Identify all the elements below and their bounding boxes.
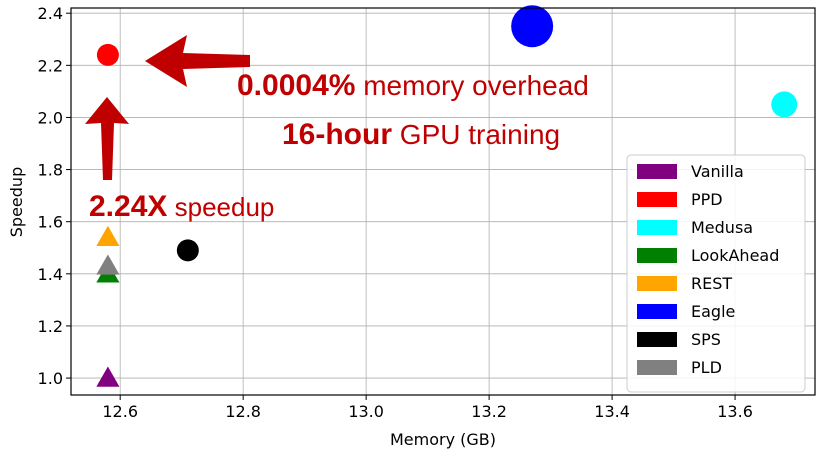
legend-swatch-sps — [637, 332, 677, 347]
x-axis-label: Memory (GB) — [390, 430, 496, 449]
annotation-speedup-text: speedup — [167, 192, 274, 222]
plot-frame — [70, 7, 816, 396]
legend-label-ppd: PPD — [691, 190, 723, 209]
y-ticks: 1.0 1.2 1.4 1.6 1.8 2.0 2.2 2.4 — [38, 4, 71, 388]
legend-swatch-medusa — [637, 220, 677, 235]
annotation-memory-overhead-text: memory overhead — [355, 70, 588, 101]
x-tick-label: 12.6 — [102, 402, 138, 421]
y-tick-label: 1.0 — [38, 369, 63, 388]
x-ticks: 12.6 12.8 13.0 13.2 13.4 13.6 — [102, 395, 753, 421]
legend-label-eagle: Eagle — [691, 302, 735, 321]
y-tick-label: 2.2 — [38, 56, 63, 75]
data-points — [96, 5, 798, 387]
y-axis-label: Speedup — [7, 167, 26, 237]
legend-label-medusa: Medusa — [691, 218, 753, 237]
point-medusa — [771, 91, 798, 118]
legend-label-lookahead: LookAhead — [691, 246, 779, 265]
x-tick-label: 12.8 — [225, 402, 261, 421]
legend-label-rest: REST — [691, 274, 732, 293]
annotation-memory-overhead: 0.0004% memory overhead — [237, 69, 589, 102]
point-rest — [96, 225, 120, 246]
legend-label-vanilla: Vanilla — [691, 162, 744, 181]
annotation-memory-overhead-bold: 0.0004% — [237, 69, 355, 102]
y-tick-label: 1.6 — [38, 213, 63, 232]
y-tick-label: 1.2 — [38, 317, 63, 336]
legend-swatch-vanilla — [637, 164, 677, 179]
legend-swatch-lookahead — [637, 248, 677, 263]
legend-label-pld: PLD — [691, 358, 722, 377]
point-pld — [96, 254, 120, 275]
up-arrow — [85, 97, 129, 180]
point-eagle — [511, 5, 554, 48]
x-tick-label: 13.0 — [348, 402, 384, 421]
y-tick-label: 2.0 — [38, 108, 63, 127]
left-arrow — [145, 35, 250, 87]
legend-swatch-rest — [637, 276, 677, 291]
point-vanilla — [96, 366, 120, 387]
y-tick-label: 1.4 — [38, 265, 63, 284]
annotation-gpu-training: 16-hour GPU training — [282, 118, 560, 151]
point-ppd — [96, 43, 119, 66]
legend-swatch-ppd — [637, 192, 677, 207]
annotation-speedup-bold: 2.24X — [89, 190, 167, 223]
annotation-gpu-training-bold: 16-hour — [282, 118, 392, 151]
annotation-gpu-training-text: GPU training — [392, 119, 560, 150]
x-tick-label: 13.6 — [717, 402, 753, 421]
x-tick-label: 13.4 — [594, 402, 630, 421]
legend-label-sps: SPS — [691, 330, 721, 349]
x-tick-label: 13.2 — [471, 402, 507, 421]
legend: Vanilla PPD Medusa LookAhead REST Eagle SPS PLD — [626, 154, 806, 393]
legend-swatch-eagle — [637, 304, 677, 319]
annotation-arrows — [85, 35, 250, 180]
y-tick-label: 2.4 — [38, 4, 63, 23]
legend-swatch-pld — [637, 360, 677, 375]
annotation-speedup: 2.24X speedup — [89, 190, 274, 223]
y-tick-label: 1.8 — [38, 161, 63, 180]
point-sps — [176, 239, 199, 262]
